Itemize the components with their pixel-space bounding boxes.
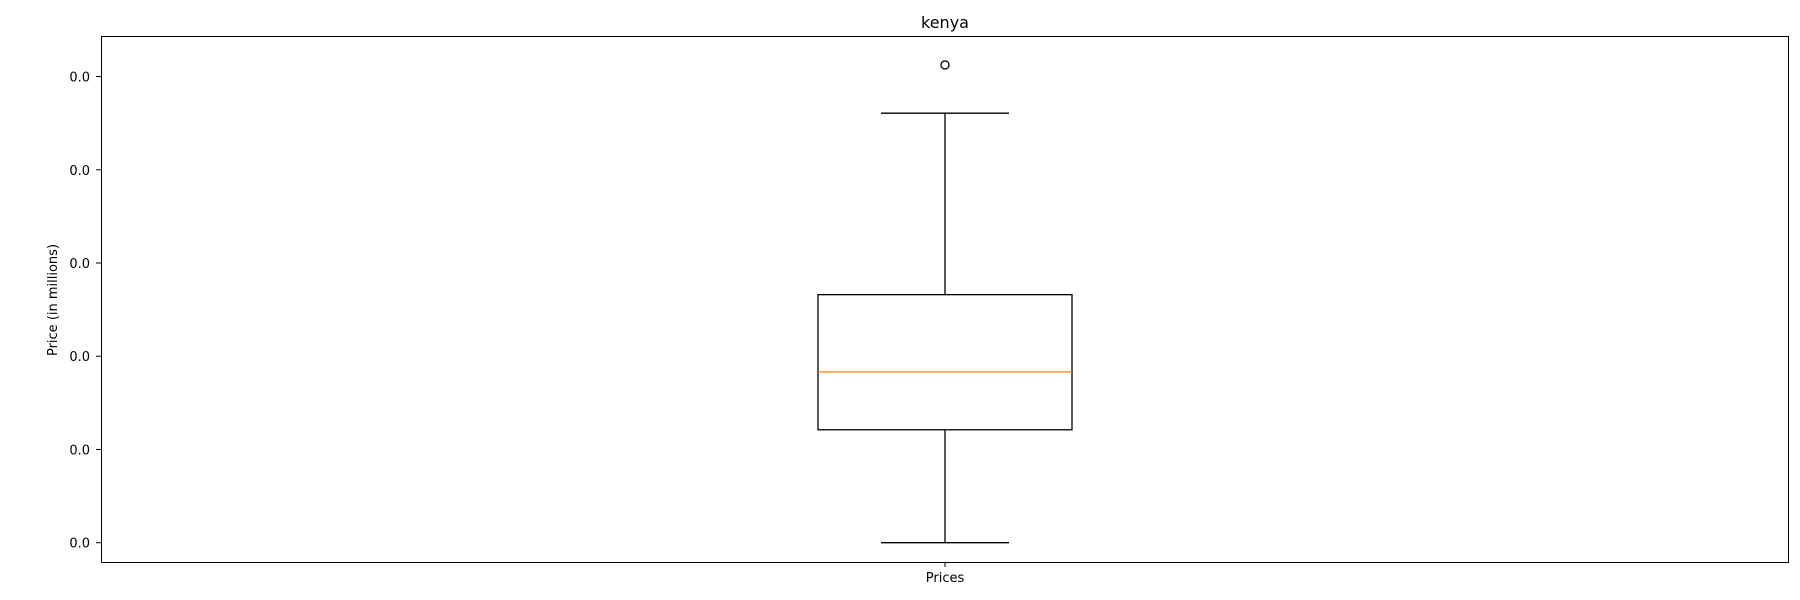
chart-title: kenya — [921, 13, 969, 32]
y-tick-label: 0.0 — [69, 257, 90, 272]
outlier-point — [940, 60, 950, 70]
y-tick-label: 0.0 — [69, 537, 90, 552]
y-axis-label: Price (in millions) — [46, 244, 61, 356]
y-tick-label: 0.0 — [69, 164, 90, 179]
y-tick-label: 0.0 — [69, 71, 90, 86]
x-axis: Prices — [926, 562, 965, 586]
y-tick-label: 0.0 — [69, 350, 90, 365]
iqr-box — [817, 294, 1073, 431]
box-plot-series — [817, 60, 1073, 544]
y-tick-label: 0.0 — [69, 443, 90, 458]
x-tick-label: Prices — [926, 571, 965, 586]
y-axis: 0.0 0.0 0.0 0.0 0.0 0.0 — [69, 71, 101, 552]
